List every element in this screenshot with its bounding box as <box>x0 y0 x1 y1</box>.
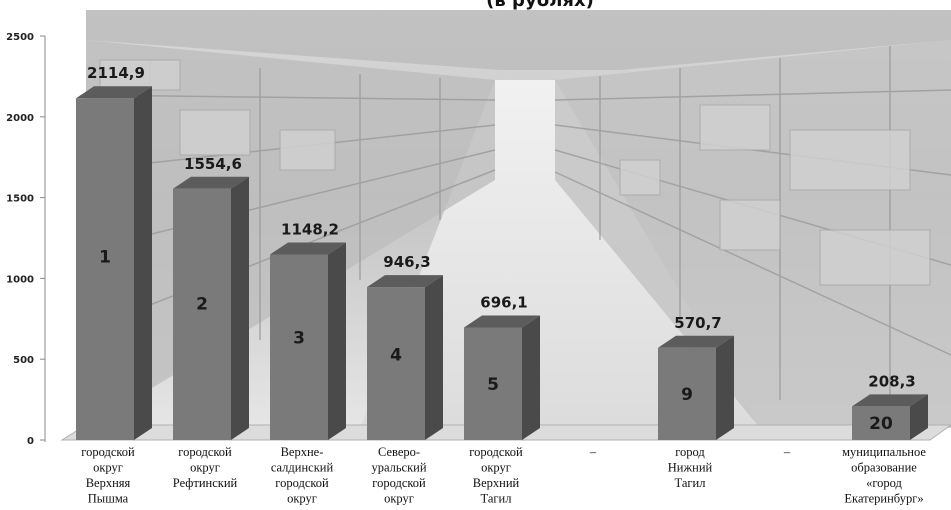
x-category-label: Верхне-салдинский городской округ <box>271 445 334 506</box>
x-category-line: муниципальное <box>842 445 926 459</box>
x-category-line: округ <box>287 492 317 506</box>
x-category-line: округ <box>190 461 220 475</box>
chart-title: (в рублях) <box>486 0 594 11</box>
bar-side <box>522 316 540 440</box>
bar-side <box>425 275 443 440</box>
bar-side <box>716 336 734 440</box>
y-tick-label: 500 <box>13 355 34 366</box>
bar-2: 1554,6 2 <box>173 155 249 440</box>
x-category-line: городской <box>372 476 426 490</box>
x-category-line: городской <box>178 445 232 459</box>
x-category-label: – <box>589 445 597 459</box>
rank-label: 2 <box>196 294 208 314</box>
x-category-line: город <box>675 445 705 459</box>
y-tick-label: 2500 <box>6 32 34 43</box>
x-category-line: Рефтинский <box>173 476 238 490</box>
x-category-line: Верхняя <box>86 476 131 490</box>
value-label: 2114,9 <box>87 64 145 82</box>
x-category-line: округ <box>481 461 511 475</box>
x-category-line: округ <box>384 492 414 506</box>
x-category-line: «город <box>866 476 902 490</box>
bar-4: 946,34 <box>367 253 443 440</box>
x-category-line: уральский <box>371 461 426 475</box>
x-category-label: городской округ Верхний Тагил <box>469 445 523 506</box>
x-category-label: городской округ Рефтинский <box>173 445 238 490</box>
rank-label: 20 <box>869 414 893 434</box>
value-label: 946,3 <box>383 253 430 271</box>
rank-label: 3 <box>293 329 305 349</box>
x-category-label: город Нижний Тагил <box>668 445 713 490</box>
x-category-line: – <box>589 445 597 459</box>
x-category-line: салдинский <box>271 461 334 475</box>
bar-front <box>173 189 231 440</box>
value-label: 570,7 <box>674 314 721 332</box>
x-category-line: – <box>783 445 791 459</box>
x-category-label: Северо-уральский городской округ <box>371 445 426 506</box>
x-category-line: образование <box>851 461 917 475</box>
rank-label: 5 <box>487 375 499 395</box>
bar-side <box>328 242 346 440</box>
y-tick-label: 2000 <box>6 113 34 124</box>
x-category-line: округ <box>93 461 123 475</box>
x-category-line: городской <box>275 476 329 490</box>
x-category-line: Тагил <box>481 492 512 506</box>
value-label: 208,3 <box>868 372 915 390</box>
x-category-line: Пышма <box>88 492 129 506</box>
y-tick-label: 1500 <box>6 194 34 205</box>
bar-1: 2114,9 1 <box>76 64 152 440</box>
x-category-line: Нижний <box>668 461 713 475</box>
x-category-line: Тагил <box>675 476 706 490</box>
value-label: 1554,6 <box>184 155 242 173</box>
y-tick-label: 1000 <box>6 274 34 285</box>
bar-3: 1148,2 3 <box>270 220 346 440</box>
rank-label: 1 <box>99 247 111 267</box>
x-category-label: муниципальное образование «город Екатеринбу… <box>842 445 926 506</box>
bar-side <box>134 86 152 440</box>
value-label: 696,1 <box>480 294 527 312</box>
rank-label: 4 <box>390 345 402 365</box>
x-category-line: городской <box>469 445 523 459</box>
rank-label: 9 <box>681 385 693 405</box>
x-category-line: Северо- <box>378 445 420 459</box>
y-axis-ticks: 0 500 1000 1500 2000 2500 <box>6 32 45 447</box>
value-label: 1148,2 <box>281 220 339 238</box>
x-category-label: городской округ Верхняя Пышма <box>81 445 135 506</box>
bar-side <box>231 177 249 440</box>
x-category-label: – <box>783 445 791 459</box>
x-category-line: Верхний <box>473 476 520 490</box>
x-category-line: городской <box>81 445 135 459</box>
x-category-line: Екатеринбург» <box>844 492 923 506</box>
y-tick-label: 0 <box>27 436 34 447</box>
bar-front <box>76 98 134 440</box>
x-category-line: Верхне- <box>281 445 324 459</box>
